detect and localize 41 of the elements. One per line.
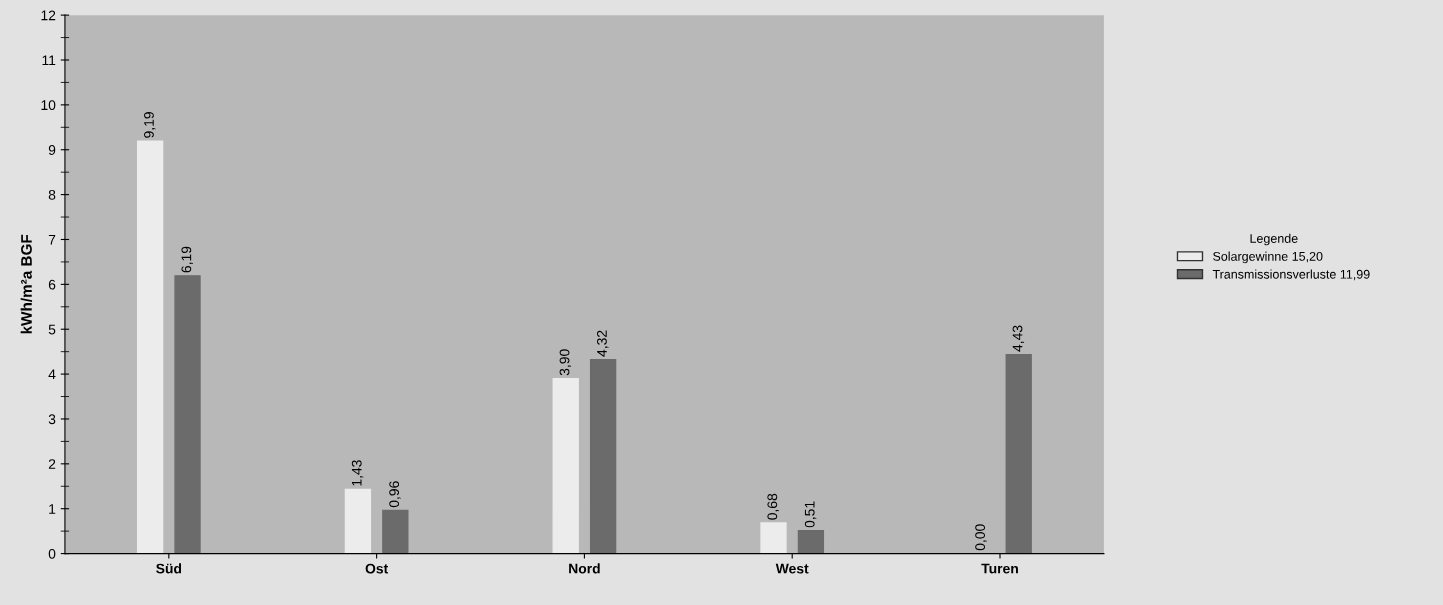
- bar: [136, 140, 164, 554]
- y-tick-label: 11: [42, 55, 56, 66]
- y-tick-label: 1: [49, 504, 56, 514]
- y-tick-label: 7: [48, 234, 56, 245]
- bar: [589, 359, 617, 554]
- x-tick-label: Nord: [569, 563, 600, 574]
- data-label: 0,51: [804, 501, 817, 528]
- y-axis-title: kWh/m²a BGF: [20, 234, 33, 334]
- x-tick-label: Süd: [156, 563, 182, 574]
- bar: [1005, 354, 1032, 554]
- data-label: 0,00: [975, 524, 987, 551]
- y-tick-label: 6: [48, 279, 56, 290]
- x-tick-label: Turen: [981, 563, 1018, 574]
- bar: [552, 377, 579, 554]
- legend-label: Transmissionsverluste 11,99: [1212, 269, 1370, 281]
- data-label: 4,43: [1012, 325, 1025, 352]
- x-tick-label: West: [775, 563, 809, 574]
- bar: [760, 522, 787, 554]
- data-label: 6,19: [181, 246, 193, 273]
- data-label: 0,96: [389, 481, 401, 508]
- y-tick-label: 5: [48, 324, 56, 335]
- data-label: 1,43: [351, 460, 364, 486]
- bar: [344, 488, 372, 554]
- legend-label: Solargewinne 15,20: [1213, 251, 1323, 264]
- y-tick-label: 8: [48, 189, 56, 200]
- data-label: 0,68: [767, 493, 779, 520]
- bar: [797, 529, 825, 554]
- y-tick-label: 12: [41, 10, 56, 21]
- bar: [174, 275, 201, 554]
- y-tick-label: 4: [48, 369, 56, 380]
- y-tick-label: 10: [41, 100, 56, 111]
- bar: [382, 509, 409, 554]
- data-label: 4,32: [597, 330, 609, 357]
- data-label: 3,90: [559, 349, 572, 376]
- data-label: 9,19: [144, 112, 156, 138]
- y-tick-label: 9: [48, 145, 56, 155]
- legend-title: Legende: [1250, 233, 1298, 246]
- y-tick-label: 2: [48, 459, 56, 469]
- x-tick-label: Ost: [365, 563, 389, 574]
- y-tick-label: 3: [48, 414, 56, 425]
- y-tick-label: 0: [48, 548, 56, 559]
